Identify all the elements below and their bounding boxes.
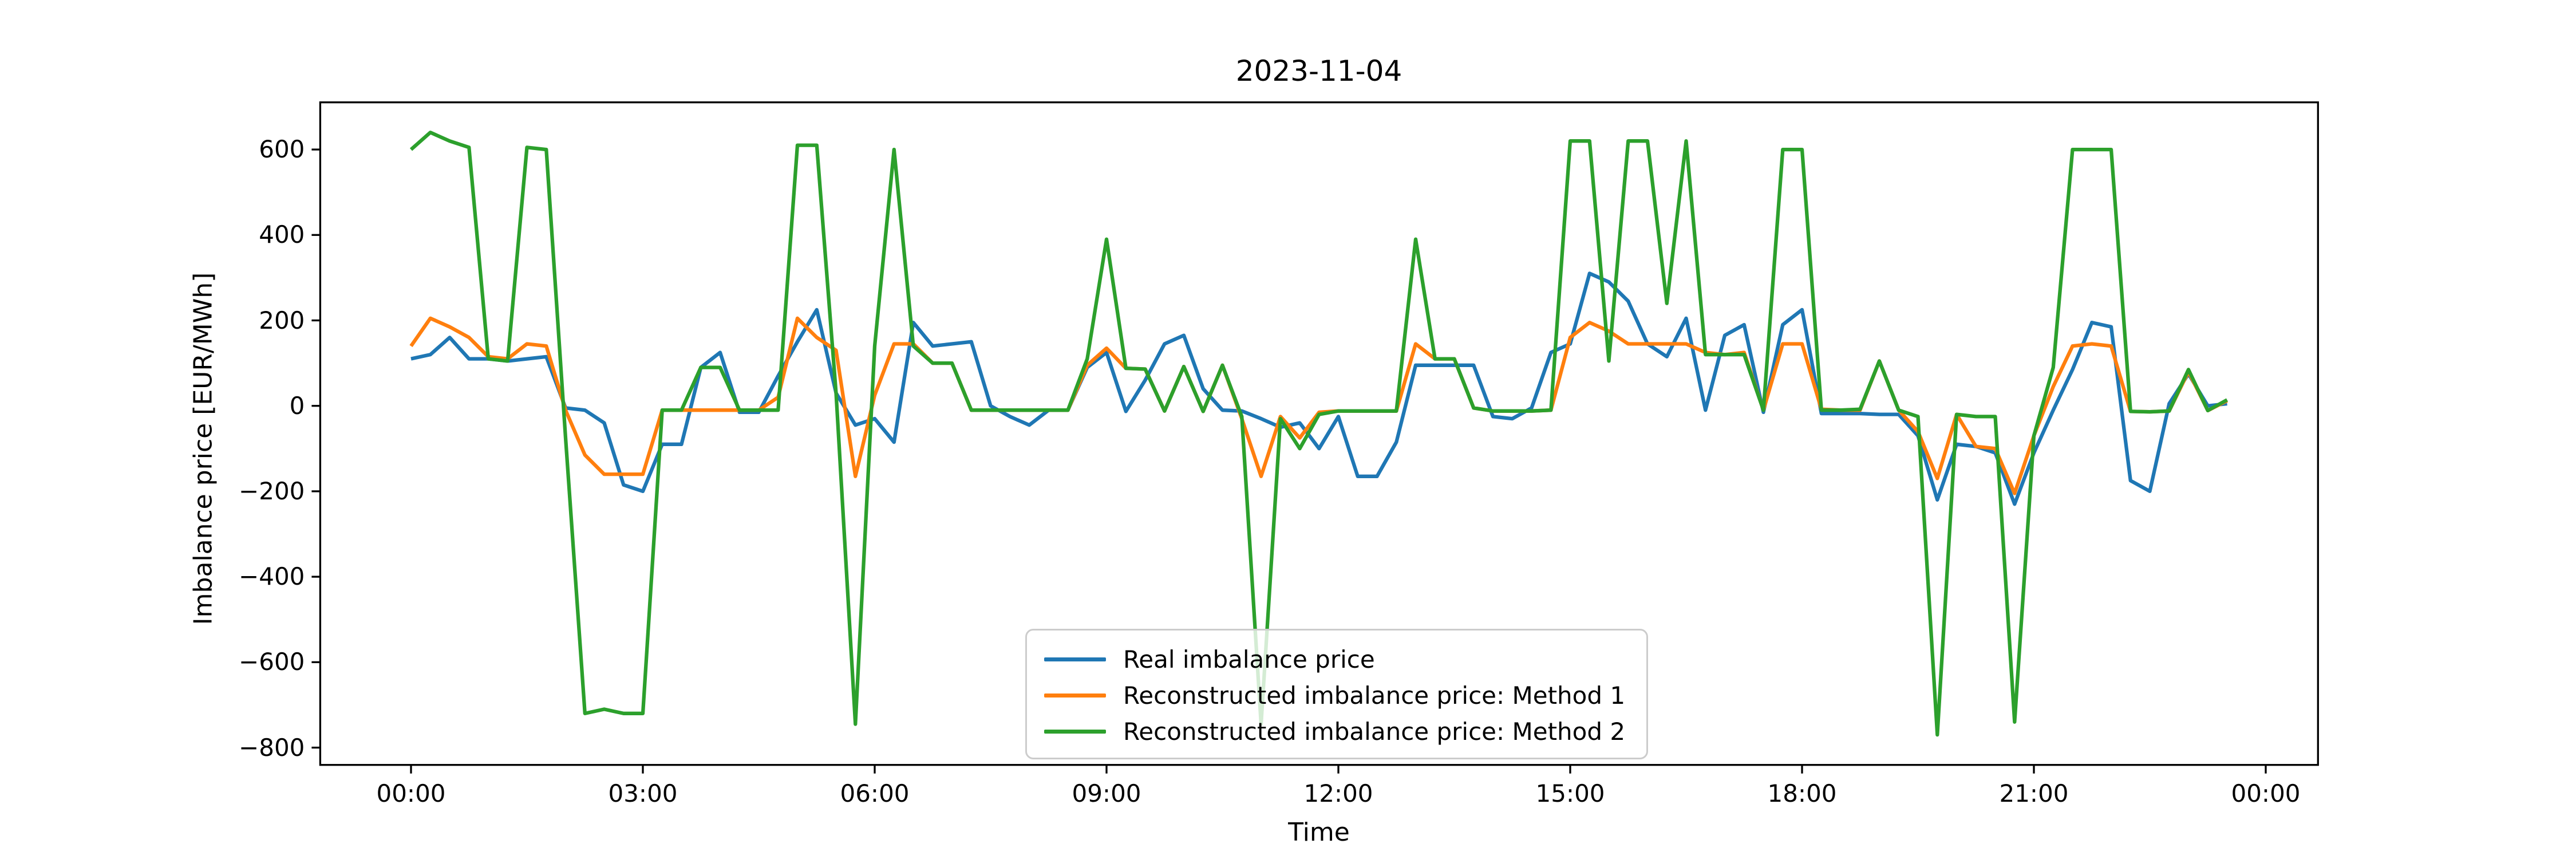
legend-label: Reconstructed imbalance price: Method 1 xyxy=(1123,681,1626,710)
y-tick-label: 200 xyxy=(259,306,305,334)
x-axis-label: Time xyxy=(1288,818,1350,847)
series-line-method2 xyxy=(409,131,2229,737)
legend-line-swatch-green xyxy=(1044,729,1106,734)
x-tick-label: 06:00 xyxy=(840,779,910,807)
legend: Real imbalance price Reconstructed imbal… xyxy=(1025,629,1648,759)
axes-spines xyxy=(319,101,2319,766)
x-tick-label: 03:00 xyxy=(608,779,678,807)
y-tick-label: −200 xyxy=(239,476,305,505)
x-tick-label: 09:00 xyxy=(1072,779,1141,807)
x-tick-label: 00:00 xyxy=(376,779,446,807)
y-tick-label: 400 xyxy=(259,220,305,249)
chart-title: 2023-11-04 xyxy=(1235,54,1402,88)
legend-row: Real imbalance price xyxy=(1027,641,1646,677)
series-line-real xyxy=(410,271,2227,506)
y-tick-label: −400 xyxy=(239,562,305,591)
x-tick-label: 18:00 xyxy=(1767,779,1837,807)
x-tick-label: 00:00 xyxy=(2231,779,2301,807)
x-tick-label: 21:00 xyxy=(1999,779,2069,807)
legend-row: Reconstructed imbalance price: Method 1 xyxy=(1027,677,1646,714)
legend-line-swatch-blue xyxy=(1044,657,1106,661)
y-tick-label: −600 xyxy=(239,648,305,676)
y-tick-label: −800 xyxy=(239,733,305,762)
y-axis-label: Imbalance price [EUR/MWh] xyxy=(188,272,218,625)
legend-label: Reconstructed imbalance price: Method 2 xyxy=(1123,717,1626,746)
legend-label: Real imbalance price xyxy=(1123,645,1375,673)
y-tick-label: 0 xyxy=(289,391,305,420)
x-tick-label: 15:00 xyxy=(1535,779,1605,807)
legend-row: Reconstructed imbalance price: Method 2 xyxy=(1027,713,1646,750)
legend-line-swatch-orange xyxy=(1044,693,1106,698)
x-tick-label: 12:00 xyxy=(1303,779,1373,807)
series-line-method1 xyxy=(409,316,2228,495)
y-tick-label: 600 xyxy=(259,135,305,164)
